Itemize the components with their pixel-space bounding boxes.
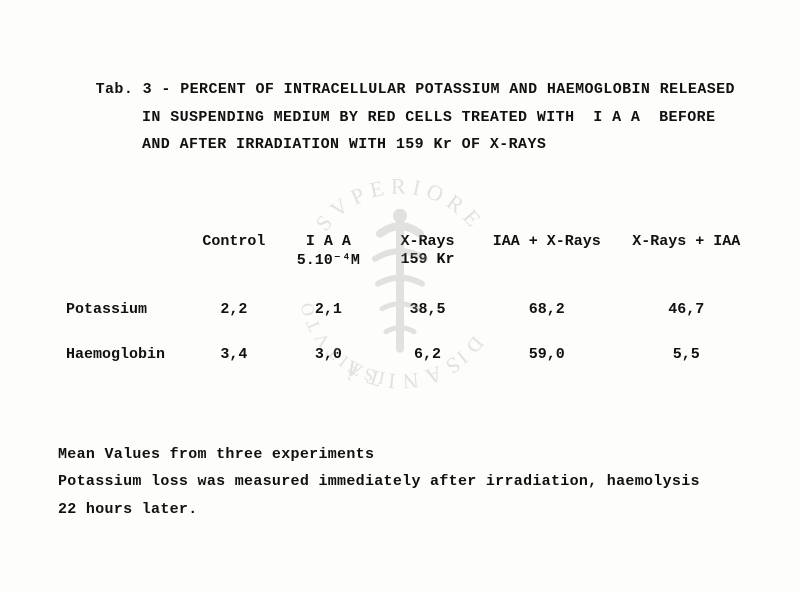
sub-xr-iaa — [616, 250, 756, 287]
cell: 38,5 — [378, 287, 477, 332]
sub-xrays: 159 Kr — [378, 250, 477, 287]
cell: 68,2 — [477, 287, 616, 332]
cell: 3,4 — [189, 332, 279, 377]
col-iaa: I A A — [279, 233, 378, 250]
col-iaa-xrays: IAA + X-Rays — [477, 233, 616, 250]
sub-control — [189, 250, 279, 287]
data-table: Control I A A X-Rays IAA + X-Rays X-Rays… — [58, 233, 756, 377]
cell: 3,0 — [279, 332, 378, 377]
table-row: Potassium 2,2 2,1 38,5 68,2 46,7 — [58, 287, 756, 332]
cell: 46,7 — [616, 287, 756, 332]
col-control: Control — [189, 233, 279, 250]
row-label-potassium: Potassium — [58, 287, 189, 332]
table-header-row: Control I A A X-Rays IAA + X-Rays X-Rays… — [58, 233, 756, 250]
col-xrays: X-Rays — [378, 233, 477, 250]
footnote: Mean Values from three experiments Potas… — [58, 413, 756, 552]
cell: 2,2 — [189, 287, 279, 332]
cell: 5,5 — [616, 332, 756, 377]
table-label: Tab. 3 - — [96, 81, 181, 98]
cell: 2,1 — [279, 287, 378, 332]
sub-iaa: 5.10⁻⁴M — [279, 250, 378, 287]
title-line-1: PERCENT OF INTRACELLULAR POTASSIUM AND H… — [180, 81, 735, 98]
sub-blank — [58, 250, 189, 287]
footnote-line-2: Potassium loss was measured immediately … — [58, 473, 700, 490]
title-line-3: AND AFTER IRRADIATION WITH 159 Kr OF X-R… — [142, 136, 546, 153]
footnote-line-1: Mean Values from three experiments — [58, 446, 374, 463]
cell: 59,0 — [477, 332, 616, 377]
row-label-haemoglobin: Haemoglobin — [58, 332, 189, 377]
footnote-line-3: 22 hours later. — [58, 501, 198, 518]
sub-iaa-xr — [477, 250, 616, 287]
table-row: Haemoglobin 3,4 3,0 6,2 59,0 5,5 — [58, 332, 756, 377]
col-blank — [58, 233, 189, 250]
title-line-2: IN SUSPENDING MEDIUM BY RED CELLS TREATE… — [142, 109, 716, 126]
table-subheader-row: 5.10⁻⁴M 159 Kr — [58, 250, 756, 287]
table-caption: Tab. 3 - PERCENT OF INTRACELLULAR POTASS… — [58, 48, 756, 187]
cell: 6,2 — [378, 332, 477, 377]
col-xrays-iaa: X-Rays + IAA — [616, 233, 756, 250]
